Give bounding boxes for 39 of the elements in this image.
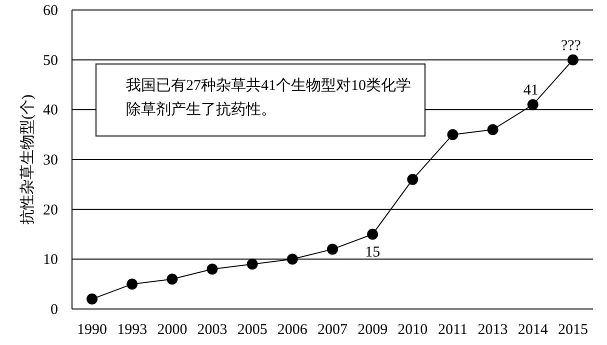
x-tick-label: 2000	[157, 322, 188, 338]
data-label: ???	[560, 38, 582, 54]
x-tick-label: 2005	[237, 322, 268, 338]
point	[86, 294, 98, 305]
data-label: 41	[523, 82, 538, 99]
y-tick-label: 40	[43, 102, 58, 119]
y-tick-label: 10	[43, 252, 58, 268]
y-tick-label: 20	[43, 202, 58, 218]
point	[327, 244, 338, 255]
y-tick-label: 30	[43, 152, 58, 168]
data-label: 15	[365, 244, 380, 260]
x-tick-label: 2013	[478, 322, 508, 338]
y-tick-label: 0	[50, 302, 58, 318]
x-tick-label: 2010	[398, 322, 428, 338]
point	[286, 254, 298, 265]
x-tick-label: 2007	[318, 322, 348, 338]
x-tick-label: 1990	[77, 322, 108, 338]
point	[487, 124, 498, 136]
point	[447, 129, 458, 140]
x-tick-label: 2009	[358, 322, 388, 338]
point	[407, 174, 418, 185]
point	[367, 228, 378, 240]
x-tick-label: 2003	[197, 322, 228, 338]
x-tick-label: 2006	[277, 322, 308, 338]
x-tick-label: 1993	[117, 322, 148, 338]
point	[527, 99, 538, 110]
annotation: 我国已有27种杂草共41个生物型对10类化学除草剂产生了抗药性。	[96, 64, 426, 136]
x-tick-label: 2014	[518, 322, 548, 338]
x-tick-label: 2015	[558, 322, 588, 338]
x-tick-label: 2011	[438, 322, 468, 338]
point	[166, 274, 178, 285]
annotation: 我国已有27种杂草共41个生物型对10类化学除草剂产生了抗药性。	[126, 76, 412, 120]
point	[126, 278, 138, 290]
point	[246, 258, 258, 270]
point	[567, 54, 578, 66]
y-axis-title: 抗性杂草生物型(个)	[19, 94, 36, 224]
point	[206, 264, 218, 275]
y-tick-label: 60	[43, 3, 58, 19]
y-tick-label: 50	[43, 52, 58, 69]
